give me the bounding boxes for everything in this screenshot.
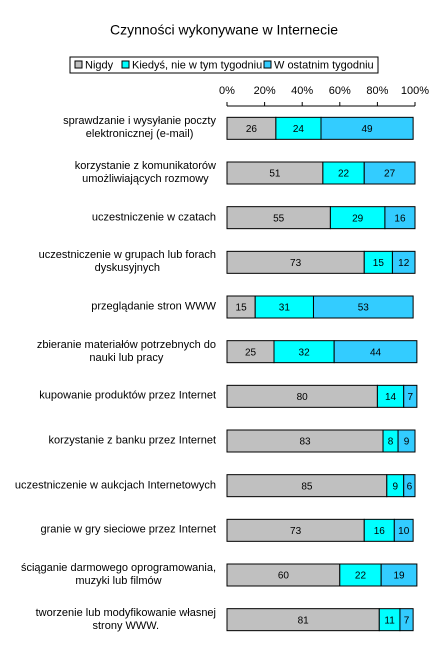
data-label: 9: [404, 437, 410, 448]
legend-swatch: [121, 60, 130, 69]
bar-segment: [403, 474, 416, 498]
y-tick-label: uczestniczenie w aukcjach Internetowych: [14, 479, 216, 492]
data-label: 51: [269, 169, 281, 180]
bar-segment: [312, 295, 414, 319]
y-tick-label: granie w gry sieciowe przez Internet: [40, 523, 216, 536]
y-tick-label: korzystanie z komunikatorów umożliwiając…: [74, 160, 216, 185]
data-label: 6: [407, 481, 413, 492]
data-label: 81: [298, 615, 310, 626]
data-label: 31: [279, 303, 291, 314]
data-label: 7: [404, 615, 410, 626]
y-tick-label: ściąganie darmowego oprogramowania, muzy…: [20, 562, 216, 587]
y-tick-label: korzystanie z banku przez Internet: [48, 434, 216, 447]
plot-frame: [227, 106, 415, 642]
y-tick-label: sprawdzanie i wysyłanie poczty elektroni…: [63, 115, 216, 141]
y-tick-label: tworzenie lub modyfikowanie własnej stro…: [35, 606, 216, 632]
data-label: 83: [299, 437, 311, 448]
bar-segment: [384, 206, 416, 230]
legend-label: Nigdy: [85, 59, 114, 71]
data-label: 9: [392, 481, 398, 492]
data-label: 15: [236, 303, 248, 314]
data-label: 80: [297, 392, 309, 403]
bar-segment: [333, 340, 418, 364]
y-tick-label: uczestniczenie w czatach: [91, 211, 216, 224]
bar-segment: [399, 608, 414, 632]
x-tick-label: 60%: [329, 85, 351, 97]
y-tick-label: uczestniczenie w grupach lub forach dysk…: [38, 249, 216, 275]
data-label: 12: [398, 258, 410, 269]
data-label: 55: [273, 213, 285, 224]
data-label: 60: [278, 571, 290, 582]
data-label: 11: [384, 615, 395, 626]
x-tick-label: 20%: [254, 85, 276, 97]
data-label: 24: [293, 124, 305, 135]
data-label: 85: [301, 481, 313, 492]
legend-label: Kiedyś, nie w tym tygodniu: [132, 59, 262, 71]
data-label: 16: [394, 213, 406, 224]
data-label: 32: [299, 347, 311, 358]
data-label: 49: [361, 124, 373, 135]
data-label: 53: [358, 303, 370, 314]
x-tick-label: 100%: [401, 85, 429, 97]
legend-swatch: [263, 60, 272, 69]
data-label: 22: [338, 169, 350, 180]
data-label: 26: [246, 124, 258, 135]
bar-segment: [403, 384, 418, 408]
x-tick-label: 80%: [366, 85, 388, 97]
legend-label: W ostatnim tygodniu: [274, 59, 374, 71]
data-label: 10: [398, 526, 410, 537]
data-label: 27: [384, 169, 396, 180]
data-label: 14: [385, 392, 397, 403]
data-label: 44: [370, 347, 382, 358]
bar-segment: [380, 563, 418, 587]
y-tick-label: zbieranie materiałów potrzebnych do nauk…: [36, 338, 216, 364]
y-tick-label: przeglądanie stron WWW: [91, 300, 216, 313]
bar-segment: [363, 161, 416, 185]
x-tick-label: 40%: [291, 85, 313, 97]
data-label: 8: [388, 437, 394, 448]
chart-title: Czynności wykonywane w Internecie: [110, 22, 338, 38]
data-label: 7: [408, 392, 414, 403]
bar-segment: [397, 429, 416, 453]
data-label: 16: [374, 526, 386, 537]
data-label: 22: [355, 571, 367, 582]
data-label: 15: [373, 258, 385, 269]
data-label: 25: [245, 347, 257, 358]
bar-segment: [393, 518, 414, 542]
data-label: 29: [352, 213, 364, 224]
x-tick-label: 0%: [219, 85, 235, 97]
legend-swatch: [74, 60, 83, 69]
bar-segment: [320, 116, 414, 140]
data-label: 73: [290, 258, 302, 269]
y-tick-label: kupowanie produktów przez Internet: [39, 389, 216, 402]
legend-box: [69, 56, 379, 74]
data-label: 19: [393, 571, 405, 582]
bar-segment: [391, 250, 416, 274]
data-label: 73: [290, 526, 302, 537]
